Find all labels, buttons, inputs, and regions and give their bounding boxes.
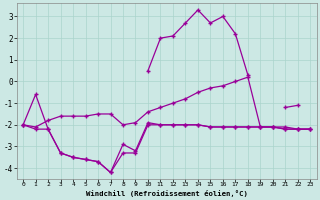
X-axis label: Windchill (Refroidissement éolien,°C): Windchill (Refroidissement éolien,°C) — [86, 190, 248, 197]
